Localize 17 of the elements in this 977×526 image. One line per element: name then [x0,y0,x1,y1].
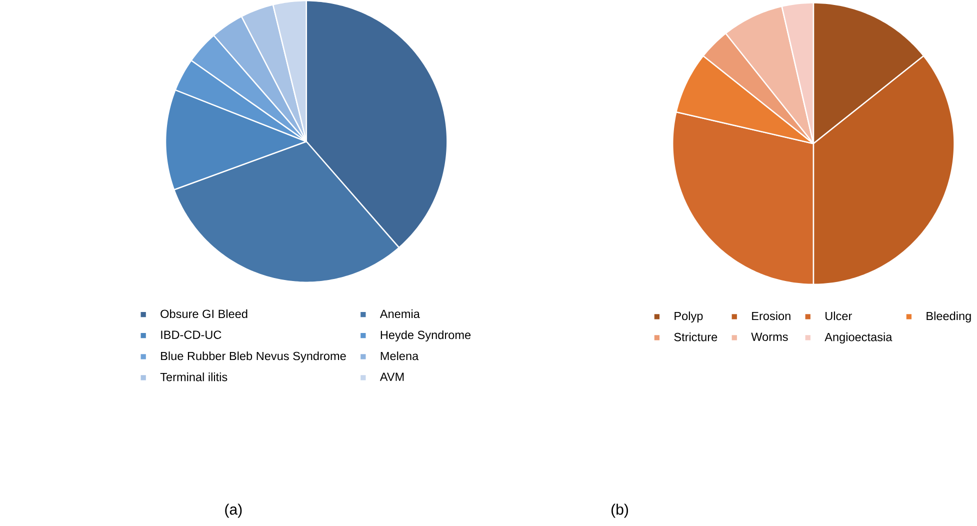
legend-label: AVM [380,372,404,381]
legend-label: Erosion [752,312,790,320]
legend-label: Worms [751,332,788,342]
legend-label: Bleeding [926,312,971,322]
text: (b) [612,504,628,518]
legend-label: Stricture [674,332,718,342]
legend-label: IBD-CD-UC [161,330,222,339]
legend-label: Melena [380,352,419,360]
legend-label: Heyde Syndrome [380,330,471,342]
legend-label: Terminal ilitis [160,372,228,382]
legend-label: Anemia [380,309,420,318]
legend-label: Ulcer [826,312,852,320]
legend-label: Polyp [674,312,703,322]
legend-label: Obsure GI Bleed [160,309,248,318]
legend-label: Blue Rubber Bleb Nevus Syndrome [161,352,346,362]
text: (a) [225,504,242,518]
legend-label: Angioectasia [824,332,892,344]
